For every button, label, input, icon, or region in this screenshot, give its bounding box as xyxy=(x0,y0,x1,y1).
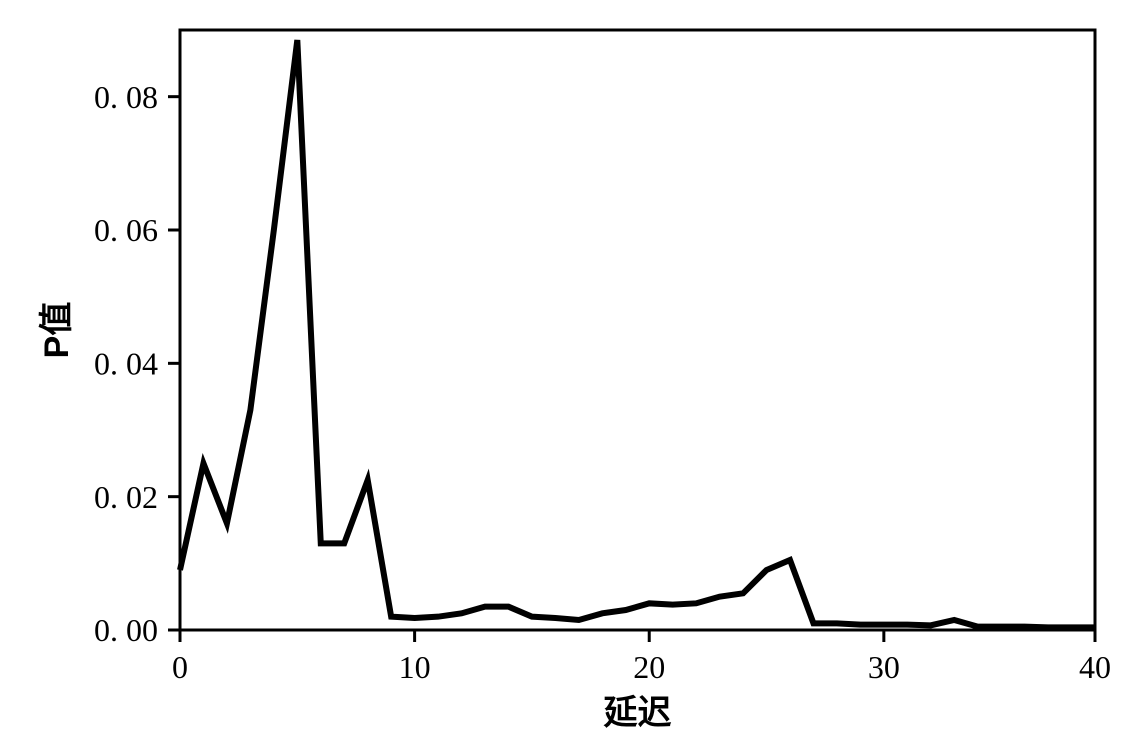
x-tick-label: 20 xyxy=(633,649,665,685)
y-tick-label: 0. 08 xyxy=(94,79,158,115)
x-axis-label: 延迟 xyxy=(604,694,672,732)
line-chart: 0 10 20 30 40 0. 00 0. 02 0. 04 0. 06 0. 08 延迟 P值 xyxy=(0,0,1142,753)
y-tick-label: 0. 04 xyxy=(94,346,158,382)
x-tick-label: 0 xyxy=(172,649,188,685)
y-tick-label: 0. 06 xyxy=(94,212,158,248)
x-tick-label: 40 xyxy=(1079,649,1111,685)
x-tick-label: 30 xyxy=(868,649,900,685)
x-tick-label: 10 xyxy=(399,649,431,685)
y-tick-label: 0. 00 xyxy=(94,612,158,648)
data-line xyxy=(180,40,1095,627)
y-axis-label: P值 xyxy=(38,302,76,359)
y-tick-label: 0. 02 xyxy=(94,479,158,515)
axis-box xyxy=(180,30,1095,630)
